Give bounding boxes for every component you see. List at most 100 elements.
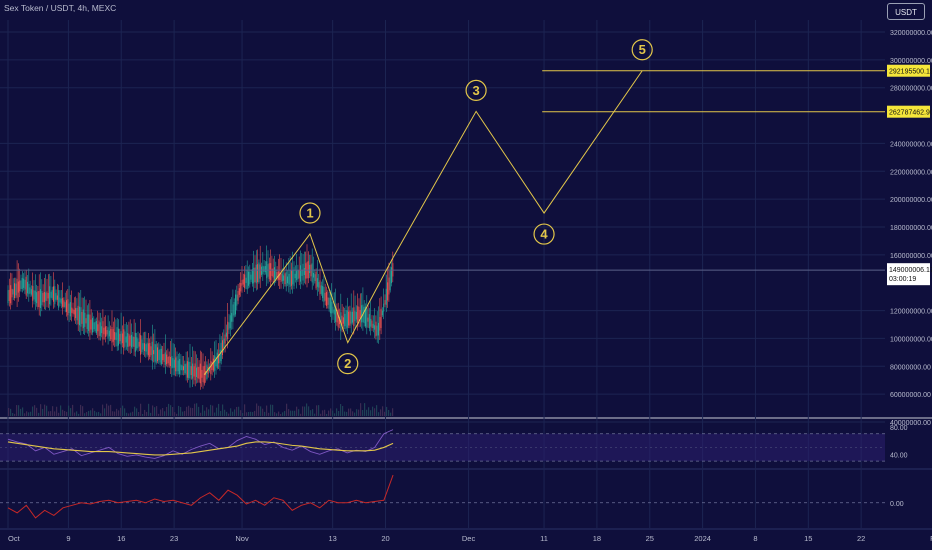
x-tick-label: 8 — [753, 534, 757, 543]
price-candle — [219, 349, 221, 363]
volume-bar — [72, 404, 74, 416]
volume-bar — [190, 407, 192, 416]
price-candle — [11, 288, 13, 298]
rsi-y-tick-label: 40.00 — [890, 452, 908, 459]
volume-bar — [230, 408, 232, 416]
price-candle — [354, 311, 356, 322]
price-candle — [41, 290, 43, 306]
volume-bar — [352, 411, 354, 416]
volume-bar — [356, 409, 358, 416]
volume-bar — [316, 405, 318, 416]
volume-bar — [196, 403, 198, 416]
volume-bar — [252, 412, 254, 416]
volume-bar — [256, 403, 258, 416]
price-candle — [307, 261, 309, 279]
price-candle — [28, 283, 30, 295]
volume-bar — [292, 410, 294, 416]
price-candle — [84, 312, 86, 327]
volume-bar — [224, 409, 226, 416]
volume-bar — [304, 406, 306, 416]
volume-bar — [374, 408, 376, 416]
volume-bar — [376, 405, 378, 416]
volume-bar — [258, 405, 260, 416]
volume-bar — [34, 405, 36, 416]
price-candle — [335, 306, 337, 322]
wave-marker-circle — [631, 39, 653, 61]
volume-bar — [142, 413, 144, 416]
price-candle — [279, 272, 281, 280]
volume-bar — [130, 412, 132, 416]
price-candle — [82, 309, 84, 329]
price-candle — [71, 307, 73, 313]
price-candle — [268, 263, 270, 279]
volume-bar — [202, 405, 204, 416]
level-labels: 292195500.19 262787462.90 — [887, 64, 932, 118]
price-candle — [179, 358, 181, 375]
price-candle — [232, 304, 234, 322]
price-candle — [140, 335, 142, 355]
price-candle — [254, 267, 256, 283]
price-candle — [95, 321, 97, 334]
volume-bar — [114, 411, 116, 416]
y-tick-label: 120000000.00 — [890, 309, 932, 316]
price-candle — [16, 278, 18, 298]
price-candle — [319, 280, 321, 295]
volume-bar — [30, 411, 32, 416]
volume-bar — [208, 409, 210, 416]
price-candle — [59, 297, 61, 303]
volume-bar — [126, 412, 128, 416]
volume-bar — [112, 411, 114, 416]
price-candle — [341, 315, 343, 327]
volume-bar — [178, 405, 180, 416]
volume-bar — [164, 411, 166, 416]
price-candle — [333, 309, 335, 315]
price-candle — [365, 306, 366, 327]
volume-bar — [186, 406, 188, 416]
price-candle — [359, 310, 361, 319]
price-candle — [46, 291, 48, 302]
volume-bar — [270, 404, 272, 416]
volume-bar — [14, 413, 16, 416]
volume-bar — [330, 408, 332, 416]
price-candle — [75, 308, 77, 319]
price-candle — [98, 320, 100, 337]
price-candle — [323, 287, 325, 302]
volume-bar — [24, 413, 26, 416]
wave-marker-circle — [533, 223, 555, 245]
price-candle — [287, 276, 288, 284]
price-candle — [105, 326, 106, 337]
x-tick-label: Feb — [930, 534, 932, 543]
price-candle — [94, 321, 96, 332]
volume-bar — [150, 412, 152, 416]
currency-button[interactable]: USDT — [887, 3, 925, 20]
volume-bar — [48, 411, 50, 416]
volume-bar — [96, 412, 98, 416]
volume-bar — [194, 403, 196, 416]
price-candle — [186, 361, 188, 378]
price-candle — [224, 334, 226, 344]
price-candle — [38, 290, 40, 308]
price-candles — [7, 244, 394, 390]
price-candle — [327, 297, 329, 305]
volume-bar — [320, 413, 322, 416]
price-candle — [363, 306, 365, 324]
price-candle — [196, 367, 197, 378]
volume-bar — [104, 408, 106, 416]
volume-bar — [340, 404, 342, 416]
x-tick-label: 18 — [593, 534, 601, 543]
price-candle — [110, 329, 112, 340]
x-tick-label: 16 — [117, 534, 125, 543]
price-candle — [263, 266, 265, 272]
price-candle — [211, 361, 213, 371]
price-candle — [20, 280, 22, 289]
price-candle — [207, 366, 209, 374]
price-candle — [159, 348, 161, 363]
volume-bar — [336, 408, 338, 416]
volume-bar — [132, 411, 134, 416]
volume-bar — [62, 409, 64, 416]
volume-bar — [318, 405, 320, 416]
price-candle — [56, 295, 58, 300]
price-candle — [375, 321, 377, 337]
oscillator-y-tick-label: 0.00 — [890, 501, 904, 508]
